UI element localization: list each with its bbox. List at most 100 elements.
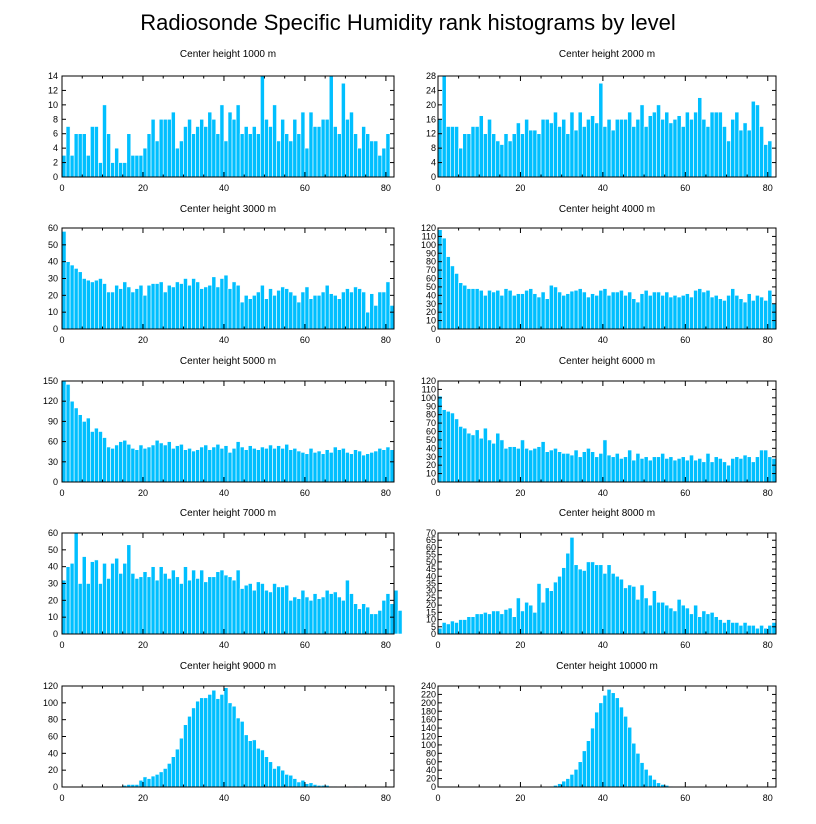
histogram-bar (722, 126, 727, 178)
histogram-bar (763, 300, 769, 330)
histogram-bar (256, 449, 261, 483)
histogram-bar (635, 753, 641, 788)
histogram-bar (223, 445, 229, 483)
histogram-bar (284, 443, 290, 483)
histogram-bar (369, 452, 375, 483)
y-tick-label: 0 (53, 629, 58, 639)
histogram-bar (763, 627, 769, 635)
y-tick-label: 140 (421, 723, 436, 733)
y-tick-label: 40 (426, 571, 436, 581)
histogram-bar (619, 118, 624, 178)
histogram-bar (369, 140, 375, 178)
histogram-bar (256, 581, 261, 635)
y-tick-label: 0 (431, 324, 436, 334)
histogram-bar (361, 603, 366, 635)
histogram-bar (520, 610, 525, 635)
histogram-bar (239, 721, 245, 788)
histogram-bar (353, 133, 358, 178)
histogram-bar (61, 579, 67, 635)
histogram-bar (175, 445, 180, 483)
histogram-bar (264, 298, 269, 330)
histogram-bar (207, 694, 213, 788)
histogram-bar (664, 291, 670, 330)
histogram-bar (179, 283, 184, 330)
histogram-bar (577, 456, 583, 483)
x-tick-label: 0 (59, 488, 64, 498)
histogram-bar (499, 439, 505, 483)
histogram-bar (647, 295, 653, 330)
x-tick-label: 60 (680, 488, 690, 498)
histogram-bar (478, 437, 484, 483)
histogram-bar (532, 612, 538, 635)
histogram-bar (742, 301, 748, 330)
histogram-bar (573, 129, 579, 178)
histogram-bar (345, 288, 350, 330)
histogram-bar (614, 575, 620, 635)
histogram-bar (594, 295, 600, 330)
y-tick-label: 100 (421, 740, 436, 750)
histogram-bar (561, 118, 567, 178)
histogram-bar (122, 439, 128, 483)
histogram-bar (639, 762, 645, 788)
histogram-bar (594, 456, 600, 483)
panel-center-height-1000m: Center height 1000 m 0 20 40 60 80 0 2 4 6 8 10 12 1… (48, 49, 395, 193)
histogram-bar (586, 296, 591, 330)
histogram-bar (231, 579, 237, 635)
y-tick-label: 30 (426, 452, 436, 462)
panel-center-height-6000m: Center height 6000 m 0 20 40 60 800102030405… (421, 356, 777, 498)
histogram-bar (610, 291, 616, 330)
histogram-bar (397, 610, 403, 635)
histogram-bar (524, 448, 529, 483)
histogram-bar (713, 616, 719, 635)
histogram-bar (264, 589, 269, 635)
histogram-bar (689, 296, 694, 330)
histogram-bar (594, 711, 600, 788)
histogram-bar (130, 291, 136, 330)
histogram-bar (223, 687, 229, 788)
histogram-bar (300, 589, 306, 635)
histogram-bar (643, 126, 649, 178)
y-tick-label: 120 (43, 681, 58, 691)
histogram-bar (697, 97, 703, 178)
histogram-bar (680, 295, 686, 330)
histogram-bar (179, 443, 184, 483)
histogram-bar (750, 461, 756, 483)
histogram-bar (328, 593, 334, 635)
x-tick-label: 80 (763, 793, 773, 803)
histogram-bar (441, 75, 447, 178)
histogram-bar (94, 427, 99, 483)
histogram-bar (767, 625, 773, 635)
histogram-bar (316, 126, 322, 178)
y-tick-label: 0 (53, 324, 58, 334)
histogram-bar (341, 82, 346, 178)
x-tick-label: 0 (59, 793, 64, 803)
panel-title: Center height 10000 m (556, 661, 658, 672)
histogram-bar (138, 284, 144, 330)
histogram-bar (243, 449, 249, 483)
histogram-bar (532, 293, 538, 330)
histogram-bar (353, 286, 358, 330)
y-tick-label: 40 (48, 562, 58, 572)
histogram-bar (126, 443, 132, 483)
histogram-bar (577, 761, 583, 788)
histogram-bar (586, 448, 591, 483)
histogram-bar (726, 140, 731, 178)
histogram-bar (126, 544, 132, 635)
histogram-bar (337, 298, 342, 330)
histogram-bar (77, 133, 83, 178)
x-tick-label: 0 (59, 183, 64, 193)
histogram-bar (685, 111, 690, 178)
histogram-bar (142, 448, 148, 483)
histogram-bar (312, 593, 318, 635)
histogram-bar (187, 579, 192, 635)
y-tick-label: 20 (48, 765, 58, 775)
histogram-bar (239, 301, 245, 330)
histogram-bar (377, 291, 383, 330)
histogram-bar (676, 296, 682, 330)
histogram-bar (85, 279, 91, 330)
histogram-bar (627, 291, 633, 330)
histogram-bar (680, 456, 686, 483)
histogram-bar (114, 444, 119, 483)
y-tick-label: 25 (426, 593, 436, 603)
x-tick-label: 60 (300, 793, 310, 803)
